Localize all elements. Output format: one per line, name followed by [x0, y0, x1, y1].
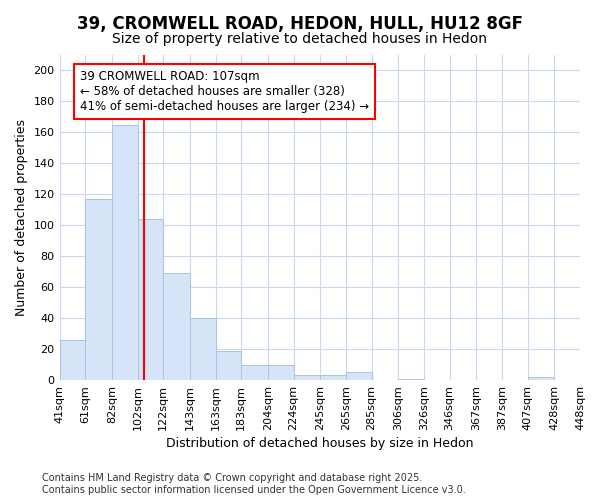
Bar [215, 350, 241, 380]
Bar [241, 364, 268, 380]
Bar [190, 318, 215, 380]
Bar [527, 377, 554, 380]
Bar [59, 340, 85, 380]
Text: 39, CROMWELL ROAD, HEDON, HULL, HU12 8GF: 39, CROMWELL ROAD, HEDON, HULL, HU12 8GF [77, 15, 523, 33]
Y-axis label: Number of detached properties: Number of detached properties [15, 119, 28, 316]
Bar [293, 376, 320, 380]
X-axis label: Distribution of detached houses by size in Hedon: Distribution of detached houses by size … [166, 437, 473, 450]
Bar [85, 199, 112, 380]
Bar [320, 376, 346, 380]
Bar [268, 364, 293, 380]
Text: Contains HM Land Registry data © Crown copyright and database right 2025.
Contai: Contains HM Land Registry data © Crown c… [42, 474, 466, 495]
Bar [163, 274, 190, 380]
Bar [398, 378, 424, 380]
Text: Size of property relative to detached houses in Hedon: Size of property relative to detached ho… [113, 32, 487, 46]
Text: 39 CROMWELL ROAD: 107sqm
← 58% of detached houses are smaller (328)
41% of semi-: 39 CROMWELL ROAD: 107sqm ← 58% of detach… [80, 70, 370, 112]
Bar [112, 124, 137, 380]
Bar [137, 219, 163, 380]
Bar [346, 372, 371, 380]
